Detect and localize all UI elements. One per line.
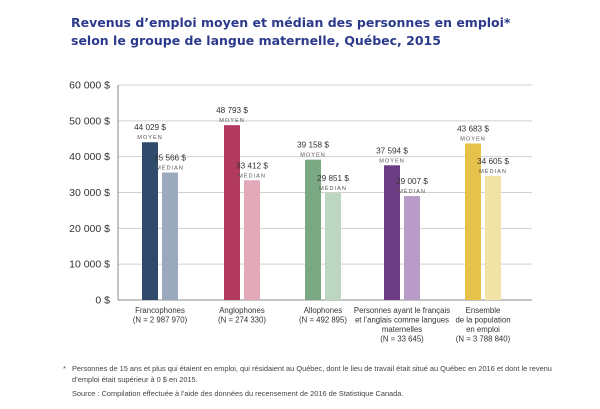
bar-median xyxy=(325,193,341,300)
x-category-label: maternelles xyxy=(382,325,422,334)
data-label-moyen: 48 793 $ xyxy=(216,106,248,115)
x-category-label: (N = 3 788 840) xyxy=(456,335,511,344)
x-category-label: (N = 492 895) xyxy=(299,316,347,325)
bar-moyen xyxy=(384,165,400,300)
data-label-moyen-tag: MOYEN xyxy=(137,135,163,141)
data-label-median-tag: MÉDIAN xyxy=(238,172,266,179)
x-category-label: (N = 2 987 970) xyxy=(133,316,188,325)
data-label-median-tag: MÉDIAN xyxy=(479,168,507,175)
y-tick-label: 50 000 $ xyxy=(69,115,110,127)
footnote-mark: * xyxy=(63,364,66,373)
bar-median xyxy=(485,175,501,300)
footnote: * Personnes de 15 ans et plus qui étaien… xyxy=(63,364,552,385)
data-label-median: 33 412 $ xyxy=(236,161,268,170)
bar-median xyxy=(244,180,260,300)
x-category-label: Ensemble xyxy=(466,306,501,315)
footnote-text: Personnes de 15 ans et plus qui étaient … xyxy=(72,364,552,384)
source-note: Source : Compilation effectuée à l’aide … xyxy=(72,389,404,398)
data-label-moyen-tag: MOYEN xyxy=(460,136,486,142)
data-label-median-tag: MÉDIAN xyxy=(319,185,347,192)
chart-title: Revenus d’emploi moyen et médian des per… xyxy=(71,14,531,50)
x-category-label: de la population xyxy=(455,316,510,325)
bar-moyen xyxy=(465,143,481,300)
data-label-median: 34 605 $ xyxy=(477,157,509,166)
data-label-median-tag: MÉDIAN xyxy=(398,188,426,195)
x-category-label: Francophones xyxy=(135,306,185,315)
bar-median xyxy=(162,172,178,300)
x-category-label: Anglophones xyxy=(219,306,265,315)
data-label-moyen-tag: MOYEN xyxy=(379,158,405,164)
x-category-label: en emploi xyxy=(466,325,500,334)
y-tick-label: 10 000 $ xyxy=(69,259,110,271)
data-label-moyen: 39 158 $ xyxy=(297,141,329,150)
x-category-label: et l’anglais comme langues xyxy=(355,316,449,325)
data-label-median: 29 851 $ xyxy=(317,174,349,183)
chart: 0 $ 10 000 $ 20 000 $ 30 000 $ 40 000 $ 50 00… xyxy=(69,80,532,344)
bar-moyen xyxy=(142,142,158,300)
chart-title-line2: selon le groupe de langue maternelle, Qu… xyxy=(71,33,441,48)
x-category-label: Allophones xyxy=(304,306,343,315)
data-label-median-tag: MÉDIAN xyxy=(156,165,184,172)
x-category-label: (N = 33 645) xyxy=(380,335,424,344)
data-label-moyen: 43 683 $ xyxy=(457,124,489,133)
data-label-moyen-tag: MOYEN xyxy=(219,118,245,124)
data-label-moyen: 44 029 $ xyxy=(134,123,166,132)
chart-title-line1: Revenus d’emploi moyen et médian des per… xyxy=(71,15,511,30)
data-label-median: 35 566 $ xyxy=(154,154,186,163)
y-tick-label: 20 000 $ xyxy=(69,223,110,235)
y-tick-label: 60 000 $ xyxy=(69,80,110,92)
data-label-median: 29 007 $ xyxy=(396,177,428,186)
y-tick-label: 0 $ xyxy=(95,295,110,307)
bar-moyen xyxy=(305,159,321,300)
bar-median xyxy=(404,196,420,300)
x-category-label: (N = 274 330) xyxy=(218,316,266,325)
data-label-moyen: 37 594 $ xyxy=(376,146,408,155)
data-label-moyen-tag: MOYEN xyxy=(300,153,326,159)
y-tick-label: 30 000 $ xyxy=(69,187,110,199)
x-category-label: Personnes ayant le français xyxy=(354,306,450,315)
bar-moyen xyxy=(224,125,240,300)
y-tick-label: 40 000 $ xyxy=(69,151,110,163)
